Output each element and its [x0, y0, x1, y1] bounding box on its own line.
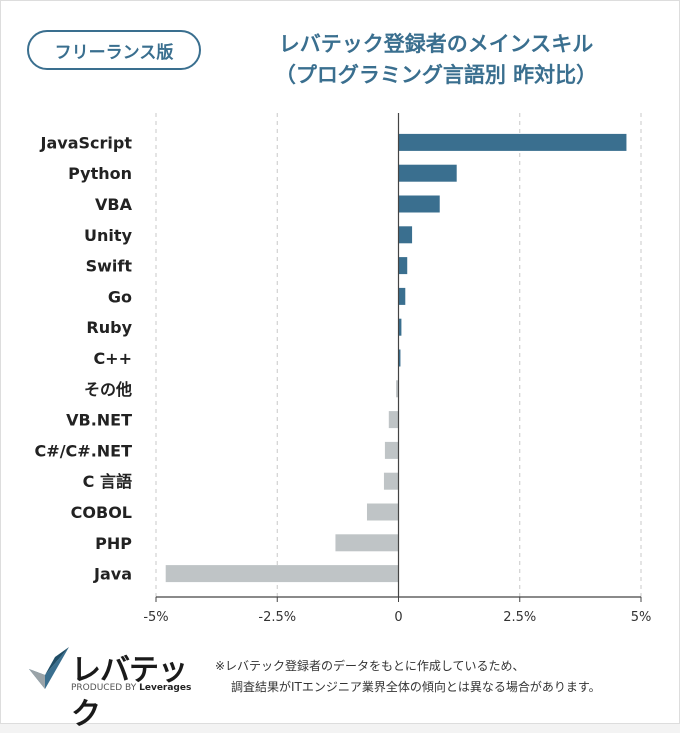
footnote: ※レバテック登録者のデータをもとに作成しているため、 調査結果がITエンジニア業… [215, 656, 675, 698]
logo-tagline-prefix: PRODUCED BY [71, 683, 137, 693]
bar [165, 565, 399, 583]
bar [383, 472, 399, 490]
edition-badge: フリーランス版 [27, 30, 201, 70]
category-label: VB.NET [66, 411, 132, 430]
bar [398, 226, 413, 244]
bar [396, 380, 399, 398]
category-label: Ruby [86, 318, 132, 337]
logo-tagline: PRODUCED BY Leverages [71, 683, 191, 693]
x-tick-label: -5% [143, 610, 168, 625]
category-label: Java [93, 565, 132, 584]
category-label: COBOL [71, 503, 132, 522]
bar [398, 318, 402, 336]
category-label: PHP [95, 534, 132, 553]
category-label: Unity [84, 226, 133, 245]
category-label: Swift [86, 257, 133, 276]
bar [388, 411, 399, 429]
levtech-logo: レバテック PRODUCED BY Leverages [29, 645, 209, 732]
category-label: JavaScript [40, 133, 133, 152]
logo-tagline-brand: Leverages [139, 683, 192, 693]
bar [398, 195, 440, 213]
bar [366, 503, 399, 521]
x-tick-label: 2.5% [503, 610, 536, 625]
bar [398, 349, 401, 367]
checkmark-logo-icon [29, 647, 69, 689]
x-tick-label: 5% [631, 610, 652, 625]
category-label: C++ [93, 349, 132, 368]
bar-chart: JavaScript Python VBA Unity Swift Go Ruby C++ その… [35, 113, 652, 625]
bar [398, 164, 457, 182]
bar [398, 257, 408, 275]
footnote-line2: 調査結果がITエンジニア業界全体の傾向とは異なる場合があります。 [231, 680, 601, 694]
footnote-line1: ※レバテック登録者のデータをもとに作成しているため、 [215, 659, 525, 673]
bar [384, 441, 399, 459]
chart-title-line1: レバテック登録者のメインスキル [278, 32, 594, 56]
category-label: C 言語 [83, 472, 132, 491]
category-label: その他 [84, 380, 132, 399]
bar [398, 287, 406, 305]
category-label: C#/C#.NET [35, 441, 133, 460]
category-label: Python [68, 164, 132, 183]
bar [398, 133, 627, 151]
chart-title-line2: （プログラミング言語別 昨対比） [274, 63, 598, 87]
category-label: Go [108, 287, 132, 306]
x-tick-label: 0 [394, 610, 402, 625]
x-tick-label: -2.5% [258, 610, 296, 625]
category-label: VBA [95, 195, 133, 214]
bar [335, 534, 399, 552]
chart-title: レバテック登録者のメインスキル （プログラミング言語別 昨対比） [216, 29, 656, 91]
